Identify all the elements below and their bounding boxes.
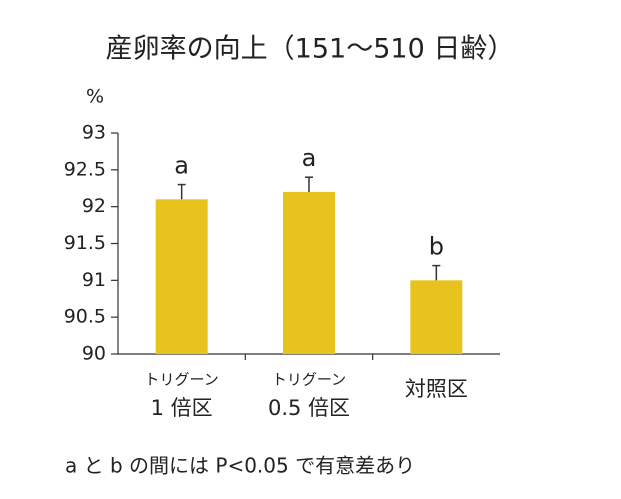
bar bbox=[155, 199, 208, 354]
error-bar bbox=[432, 264, 441, 281]
y-tick-label: 90 bbox=[82, 343, 106, 365]
bar bbox=[410, 280, 463, 354]
x-tick-label: 0.5 倍区 bbox=[268, 396, 350, 420]
y-axis-label: % bbox=[86, 86, 104, 108]
significance-label: a bbox=[302, 144, 317, 172]
y-tick-label: 92.5 bbox=[64, 158, 106, 180]
y-tick-label: 93 bbox=[82, 122, 106, 144]
y-tick-label: 91.5 bbox=[64, 232, 106, 254]
error-bar bbox=[305, 176, 313, 192]
y-tick-label: 91 bbox=[82, 269, 106, 291]
x-tick-label: 1 倍区 bbox=[151, 396, 213, 420]
y-tick-label: 92 bbox=[82, 195, 106, 217]
x-tick-label: 対照区 bbox=[405, 377, 468, 401]
x-tick-label: トリグーン bbox=[272, 371, 346, 389]
significance-label: a bbox=[174, 152, 189, 180]
x-tick-label: トリグーン bbox=[145, 371, 219, 389]
bar bbox=[283, 191, 335, 354]
significance-label: b bbox=[429, 233, 444, 261]
chart-title: 産卵率の向上（151〜510 日齢） bbox=[106, 34, 515, 65]
footnote: a と b の間には P<0.05 で有意差あり bbox=[65, 454, 415, 478]
error-bar bbox=[177, 183, 186, 200]
y-tick-label: 90.5 bbox=[64, 306, 106, 328]
